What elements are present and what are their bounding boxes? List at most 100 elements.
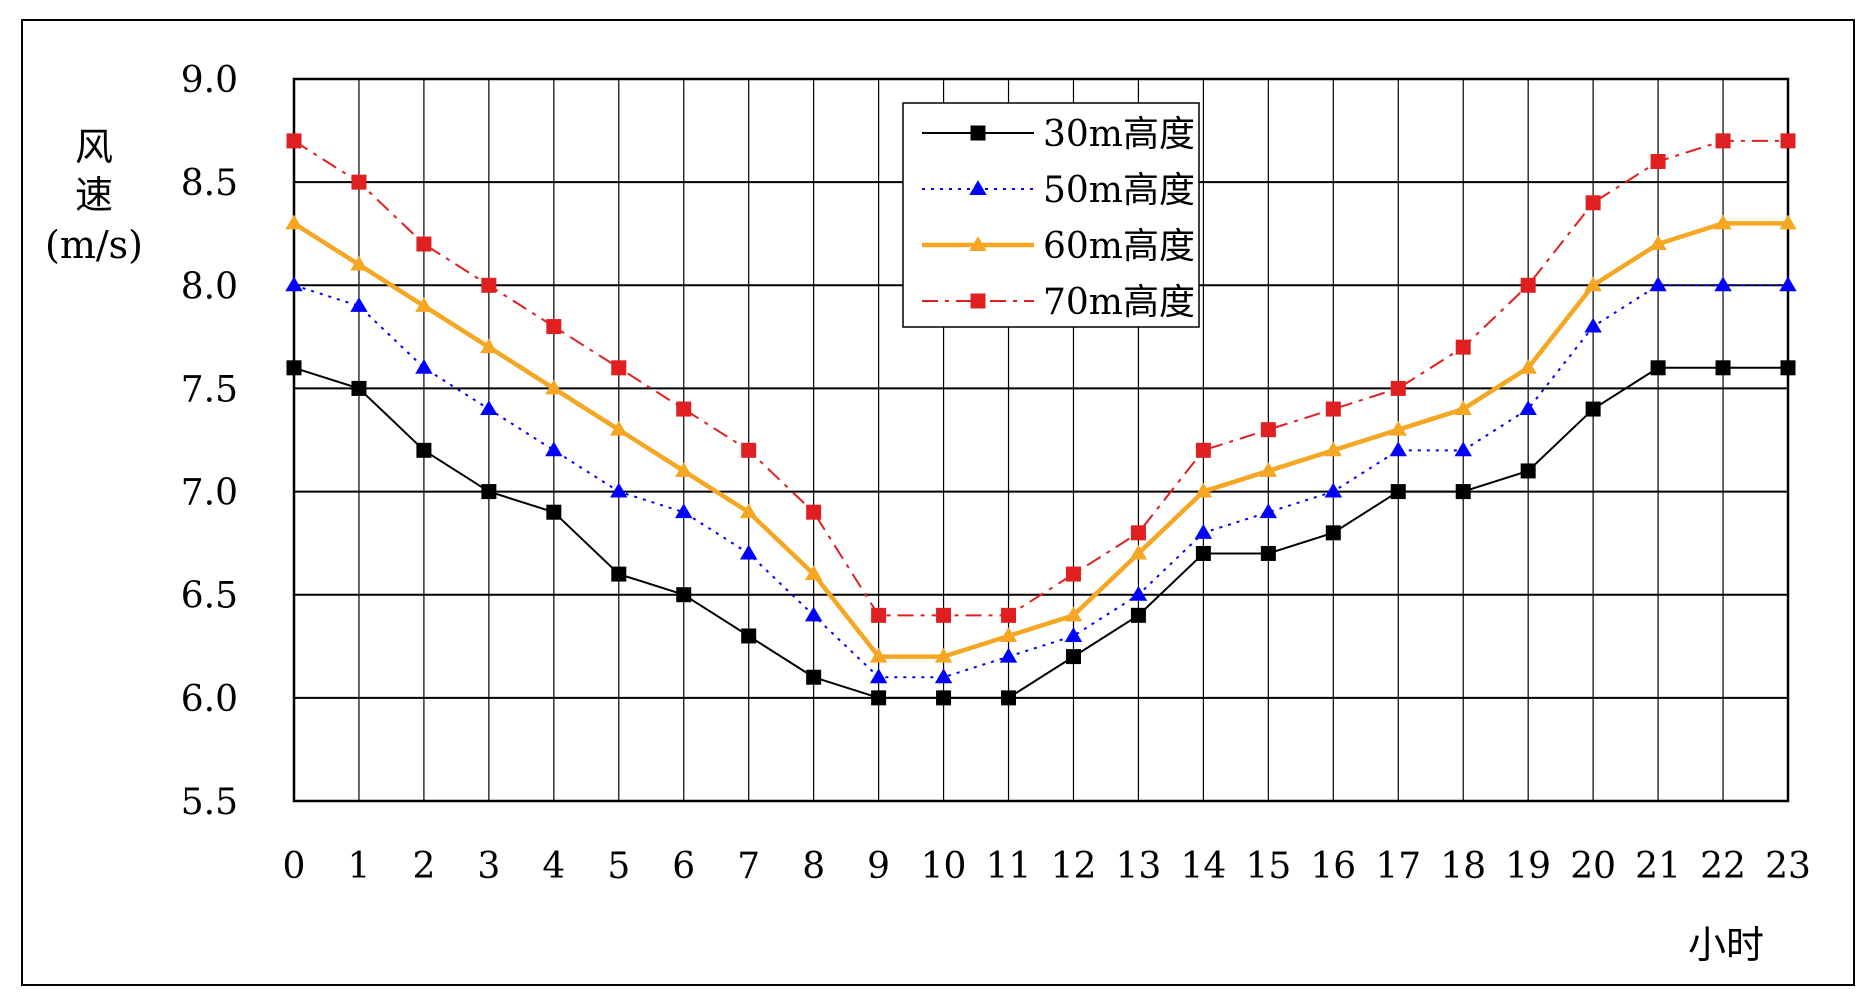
- data-point: [1455, 484, 1471, 500]
- data-point: [481, 277, 497, 293]
- data-point: [416, 442, 432, 458]
- data-point: [610, 482, 628, 498]
- data-point: [1194, 482, 1213, 498]
- x-tick-label: 20: [1570, 846, 1616, 887]
- data-point: [869, 668, 888, 684]
- data-point: [415, 358, 433, 374]
- x-tick-label: 4: [542, 846, 565, 887]
- data-point: [1520, 463, 1536, 479]
- x-tick-label: 18: [1440, 846, 1486, 887]
- x-tick-label: 12: [1051, 846, 1097, 887]
- y-tick-label: 6.5: [181, 576, 238, 617]
- data-point: [1454, 441, 1472, 457]
- x-tick-label: 11: [986, 846, 1032, 887]
- data-point: [999, 647, 1018, 663]
- data-point: [936, 690, 952, 706]
- data-point: [1780, 133, 1796, 149]
- data-point: [1779, 214, 1797, 230]
- data-point: [1065, 649, 1081, 665]
- series-3: [285, 214, 1797, 663]
- data-point: [1389, 420, 1407, 436]
- data-point: [286, 360, 302, 376]
- y-tick-label: 8.0: [181, 266, 238, 307]
- data-point: [1390, 380, 1406, 396]
- y-axis-label-line: (m/s): [45, 223, 143, 267]
- data-point: [611, 566, 627, 582]
- x-tick-labels: 0 1 2 3 4 5 6 7 8 9 10 11 12 13 14 15 16 17 18 19 20 21 22 23: [283, 846, 1811, 887]
- data-point: [741, 442, 757, 458]
- x-tick-label: 9: [867, 846, 890, 887]
- y-axis-label: 风速 (m/s): [45, 125, 143, 267]
- data-point: [351, 380, 367, 396]
- data-point: [1259, 462, 1278, 477]
- legend: 30m高度 50m高度 60m高度 70m高度: [902, 102, 1200, 328]
- x-tick-label: 23: [1765, 846, 1811, 887]
- data-point: [1585, 401, 1601, 417]
- data-point: [1065, 566, 1081, 582]
- data-point: [415, 297, 433, 312]
- x-tick-label: 8: [802, 846, 825, 887]
- series-4: [286, 133, 1796, 623]
- x-tick-label: 19: [1505, 846, 1551, 887]
- data-point: [611, 360, 627, 376]
- data-point: [869, 647, 888, 663]
- data-point: [480, 400, 498, 416]
- data-point: [1001, 690, 1017, 706]
- legend-box: [902, 102, 1200, 328]
- data-point: [1064, 627, 1083, 642]
- x-axis-label: 小时: [1688, 923, 1764, 967]
- legend-marker: [969, 180, 987, 195]
- data-point: [1390, 484, 1406, 500]
- data-point: [1649, 235, 1667, 251]
- data-point: [676, 587, 692, 603]
- data-point: [1585, 195, 1601, 211]
- data-point: [1779, 276, 1797, 292]
- series-line: [292, 221, 1788, 659]
- x-tick-label: 13: [1116, 846, 1162, 887]
- data-point: [999, 627, 1018, 642]
- x-tick-label: 10: [921, 846, 967, 887]
- y-tick-label: 7.5: [181, 369, 238, 410]
- y-tick-label: 6.0: [181, 679, 238, 720]
- x-tick-label: 21: [1635, 846, 1681, 887]
- data-point: [1325, 401, 1341, 417]
- data-point: [1130, 525, 1146, 541]
- data-point: [1519, 358, 1537, 374]
- data-point: [1519, 400, 1537, 416]
- data-point: [739, 544, 758, 560]
- legend-label: 70m高度: [1043, 282, 1195, 323]
- data-point: [1130, 607, 1146, 623]
- grid: [294, 79, 1788, 801]
- data-point: [1325, 525, 1341, 541]
- legend-marker: [970, 293, 986, 309]
- legend-marker: [970, 125, 986, 141]
- data-point: [610, 420, 628, 436]
- data-point: [546, 319, 562, 335]
- data-point: [350, 297, 368, 312]
- data-point: [806, 669, 822, 685]
- x-tick-label: 22: [1700, 846, 1746, 887]
- data-point: [676, 401, 692, 417]
- series-1: [286, 360, 1796, 706]
- series-line: [293, 366, 1788, 699]
- series-line: [293, 284, 1788, 679]
- data-point: [1715, 133, 1731, 149]
- data-point: [1259, 503, 1278, 519]
- data-point: [871, 690, 887, 706]
- legend-label: 60m高度: [1043, 226, 1195, 267]
- data-point: [1714, 214, 1732, 230]
- data-point: [1324, 482, 1343, 498]
- x-tick-label: 7: [737, 846, 760, 887]
- y-tick-label: 8.5: [181, 163, 238, 204]
- data-point: [1195, 442, 1211, 458]
- data-point: [806, 504, 822, 520]
- x-tick-label: 15: [1245, 846, 1291, 887]
- data-point: [1780, 360, 1796, 376]
- data-point: [481, 484, 497, 500]
- plot-area-border: [292, 77, 1790, 803]
- data-point: [1454, 400, 1472, 416]
- data-point: [934, 647, 953, 663]
- data-point: [1194, 523, 1213, 539]
- data-point: [350, 255, 368, 271]
